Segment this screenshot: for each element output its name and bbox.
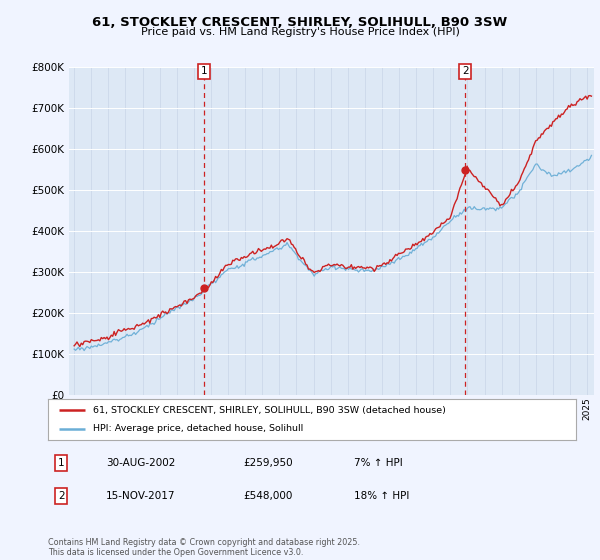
Text: 2: 2 [58,491,65,501]
Text: 7% ↑ HPI: 7% ↑ HPI [354,458,403,468]
Text: 1: 1 [58,458,65,468]
Text: £548,000: £548,000 [244,491,293,501]
Text: HPI: Average price, detached house, Solihull: HPI: Average price, detached house, Soli… [93,424,303,433]
Text: 61, STOCKLEY CRESCENT, SHIRLEY, SOLIHULL, B90 3SW (detached house): 61, STOCKLEY CRESCENT, SHIRLEY, SOLIHULL… [93,405,446,414]
Text: 15-NOV-2017: 15-NOV-2017 [106,491,176,501]
Text: £259,950: £259,950 [244,458,293,468]
Text: Contains HM Land Registry data © Crown copyright and database right 2025.
This d: Contains HM Land Registry data © Crown c… [48,538,360,557]
Text: 30-AUG-2002: 30-AUG-2002 [106,458,175,468]
Text: 1: 1 [200,66,207,76]
Text: 2: 2 [462,66,469,76]
Text: 61, STOCKLEY CRESCENT, SHIRLEY, SOLIHULL, B90 3SW: 61, STOCKLEY CRESCENT, SHIRLEY, SOLIHULL… [92,16,508,29]
Text: 18% ↑ HPI: 18% ↑ HPI [354,491,410,501]
Text: Price paid vs. HM Land Registry's House Price Index (HPI): Price paid vs. HM Land Registry's House … [140,27,460,38]
